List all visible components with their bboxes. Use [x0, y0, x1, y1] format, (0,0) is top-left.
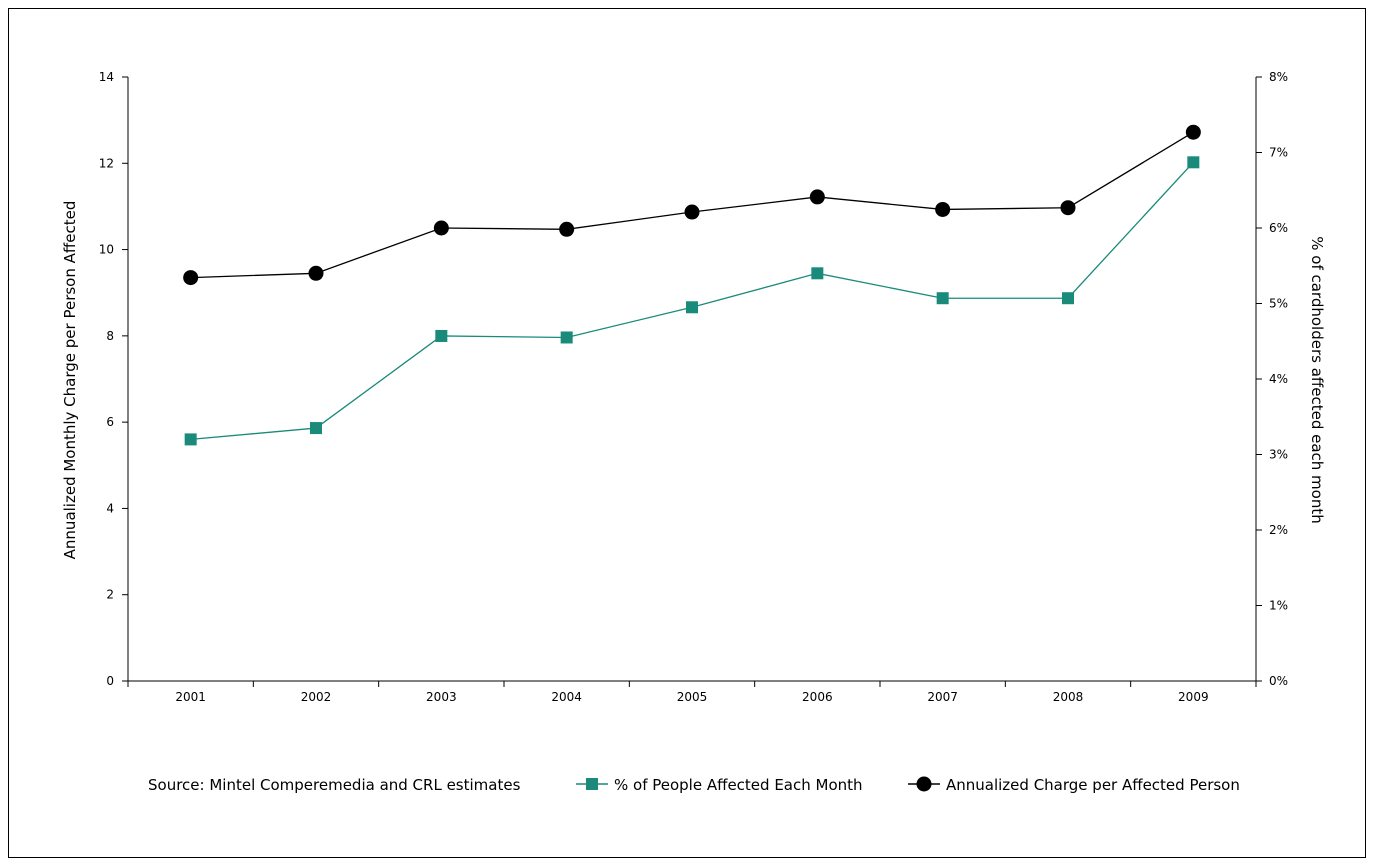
data-point-square — [686, 301, 698, 314]
right-tick-label: 5% — [1269, 297, 1288, 311]
right-tick-label: 3% — [1269, 448, 1288, 462]
data-point-square — [1062, 292, 1074, 305]
left-tick-label: 4 — [106, 501, 114, 515]
data-point-square — [560, 331, 573, 344]
series-line-people-affected — [190, 161, 1194, 441]
left-tick-label: 12 — [99, 156, 114, 170]
right-tick-label: 2% — [1269, 523, 1288, 537]
right-tick-label: 7% — [1269, 146, 1288, 160]
x-tick-label: 2001 — [175, 690, 206, 704]
x-tick-label: 2006 — [802, 690, 833, 704]
data-point-square — [811, 267, 824, 280]
left-tick-label: 14 — [99, 70, 114, 84]
right-tick-label: 8% — [1269, 70, 1288, 84]
legend-label: % of People Affected Each Month — [614, 776, 863, 794]
right-tick-label: 6% — [1269, 221, 1288, 235]
data-point-circle — [1185, 124, 1201, 140]
data-point-circle — [433, 220, 449, 236]
data-point-circle — [308, 265, 324, 281]
left-tick-label: 2 — [106, 588, 114, 602]
data-point-circle — [809, 189, 825, 205]
x-tick-label: 2009 — [1178, 690, 1209, 704]
left-tick-label: 6 — [106, 415, 114, 429]
source-note: Source: Mintel Comperemedia and CRL esti… — [148, 776, 521, 794]
data-point-square — [310, 422, 322, 435]
data-point-circle — [183, 270, 199, 286]
data-point-circle — [684, 204, 700, 220]
data-point-circle — [559, 221, 575, 237]
x-tick-label: 2004 — [551, 690, 582, 704]
data-point-square — [184, 433, 197, 446]
right-tick-label: 0% — [1269, 674, 1288, 688]
left-axis-title: Annualized Monthly Charge per Person Aff… — [61, 201, 79, 560]
x-tick-label: 2002 — [301, 690, 332, 704]
legend-marker-circle — [916, 776, 932, 792]
data-point-square — [1187, 156, 1200, 169]
right-axis-title: % of cardholders affected each month — [1308, 236, 1326, 524]
chart-axes: 0 2 4 6 8 10 12 14 0% 1% 2% 3% 4% 5% 6% 7% 8% 2001 2002 200… — [99, 70, 1288, 704]
chart-legend: % of People Affected Each Month Annualize… — [576, 776, 1240, 794]
left-tick-label: 0 — [106, 674, 114, 688]
legend-marker-square — [586, 778, 598, 790]
x-tick-label: 2005 — [677, 690, 708, 704]
data-point-circle — [935, 201, 951, 217]
x-tick-label: 2008 — [1053, 690, 1084, 704]
right-tick-label: 1% — [1269, 599, 1288, 613]
left-tick-label: 8 — [106, 329, 114, 343]
left-tick-label: 10 — [99, 243, 114, 257]
legend-label: Annualized Charge per Affected Person — [946, 776, 1240, 794]
x-tick-label: 2007 — [927, 690, 958, 704]
right-tick-label: 4% — [1269, 372, 1288, 386]
chart-series — [183, 124, 1201, 446]
data-point-square — [435, 329, 448, 342]
data-point-square — [936, 292, 949, 305]
x-tick-label: 2003 — [426, 690, 457, 704]
data-point-circle — [1060, 200, 1076, 216]
